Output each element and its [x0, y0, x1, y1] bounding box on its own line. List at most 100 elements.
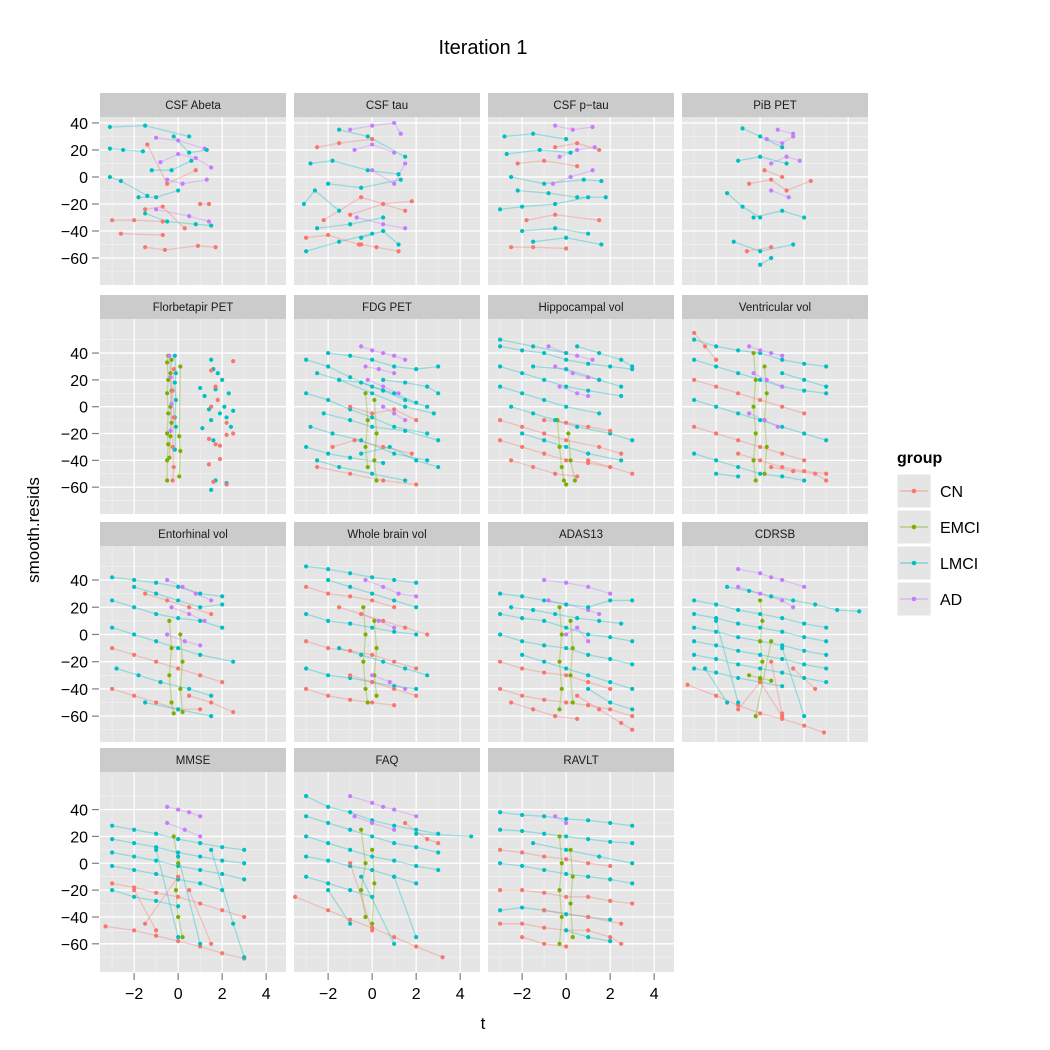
data-point-LMCI	[564, 928, 569, 933]
data-point-EMCI	[165, 478, 170, 483]
data-point-LMCI	[736, 635, 741, 640]
data-point-LMCI	[780, 424, 785, 429]
data-point-LMCI	[736, 648, 741, 653]
data-point-AD	[168, 375, 173, 380]
data-point-CN	[304, 639, 309, 644]
data-point-CN	[370, 928, 375, 933]
data-point-CN	[542, 158, 547, 163]
data-point-CN	[326, 908, 331, 913]
data-point-AD	[206, 219, 212, 224]
data-point-CN	[110, 218, 115, 223]
data-point-AD	[592, 145, 597, 150]
data-point-CN	[154, 890, 159, 895]
data-point-AD	[154, 207, 159, 212]
data-point-CN	[206, 436, 212, 441]
data-point-LMCI	[132, 605, 137, 610]
data-point-LMCI	[597, 411, 602, 416]
data-point-EMCI	[559, 861, 564, 866]
data-point-CN	[440, 955, 445, 960]
data-point-AD	[363, 577, 368, 583]
data-point-AD	[780, 598, 785, 603]
data-point-CN	[802, 458, 807, 463]
data-point-CN	[780, 464, 785, 470]
data-point-LMCI	[780, 208, 785, 213]
data-point-LMCI	[359, 380, 364, 385]
y-tick-label: 0	[79, 856, 88, 873]
data-point-LMCI	[469, 834, 474, 839]
data-point-AD	[209, 165, 214, 170]
data-point-AD	[370, 123, 375, 128]
y-tick-label: −20	[61, 197, 88, 214]
data-point-AD	[564, 632, 569, 637]
legend-label: CN	[940, 484, 963, 501]
data-point-LMCI	[630, 686, 635, 692]
data-point-EMCI	[557, 444, 562, 450]
data-point-AD	[180, 181, 185, 186]
legend-entry-CN: CN	[896, 473, 963, 509]
data-point-LMCI	[630, 823, 635, 828]
trajectory-line-CN	[188, 889, 212, 945]
data-point-LMCI	[387, 444, 392, 450]
data-point-EMCI	[168, 434, 173, 439]
data-point-AD	[769, 350, 774, 356]
data-point-LMCI	[802, 648, 807, 653]
data-point-CN	[564, 246, 569, 251]
data-point-LMCI	[564, 384, 569, 389]
x-tick-label: 4	[456, 986, 465, 1003]
data-point-LMCI	[381, 388, 386, 393]
data-point-AD	[568, 174, 573, 180]
data-point-LMCI	[337, 208, 342, 213]
data-point-EMCI	[177, 434, 182, 439]
data-point-LMCI	[553, 226, 558, 231]
data-point-CN	[176, 939, 181, 944]
facet-strip	[100, 522, 286, 546]
data-point-EMCI	[751, 458, 756, 463]
facet-panel: CDRSB	[682, 522, 868, 742]
trajectory-line-LMCI	[305, 392, 428, 435]
data-point-CN	[198, 707, 203, 712]
data-point-AD	[553, 814, 558, 819]
data-point-LMCI	[348, 847, 353, 852]
data-point-AD	[747, 411, 752, 416]
data-point-EMCI	[762, 364, 767, 369]
data-point-CN	[802, 411, 807, 416]
data-point-CN	[359, 611, 364, 617]
facet-strip	[100, 748, 286, 772]
data-point-LMCI	[725, 700, 730, 705]
data-point-LMCI	[414, 632, 419, 637]
x-tick-label: 2	[412, 986, 421, 1003]
data-point-LMCI	[714, 458, 719, 463]
data-point-LMCI	[114, 666, 119, 671]
trajectory-points	[304, 564, 430, 708]
data-point-CN	[392, 935, 397, 940]
data-point-LMCI	[231, 921, 236, 926]
data-point-CN	[780, 711, 785, 716]
data-point-LMCI	[403, 478, 408, 483]
data-point-AD	[370, 348, 375, 353]
data-point-LMCI	[531, 131, 536, 136]
data-point-AD	[381, 350, 386, 356]
data-point-CN	[370, 137, 375, 142]
data-point-CN	[542, 431, 547, 436]
data-point-EMCI	[165, 360, 170, 365]
data-point-EMCI	[561, 478, 567, 483]
facet-strip	[682, 522, 868, 546]
data-point-AD	[550, 181, 556, 186]
y-tick-label: −40	[61, 682, 88, 699]
data-point-AD	[564, 820, 569, 826]
data-point-LMCI	[242, 877, 247, 882]
data-point-CN	[176, 666, 181, 671]
data-point-LMCI	[173, 397, 179, 403]
data-point-LMCI	[154, 611, 159, 617]
trajectory-line-EMCI	[752, 353, 757, 481]
data-point-CN	[736, 391, 741, 396]
data-point-CN	[198, 673, 203, 678]
data-point-LMCI	[370, 391, 375, 396]
y-tick-label: −60	[61, 480, 88, 497]
data-point-AD	[187, 214, 192, 219]
data-point-CN	[498, 659, 503, 664]
data-point-LMCI	[220, 888, 225, 893]
panel-background	[100, 546, 286, 742]
data-point-EMCI	[169, 700, 174, 705]
data-point-EMCI	[559, 632, 564, 637]
